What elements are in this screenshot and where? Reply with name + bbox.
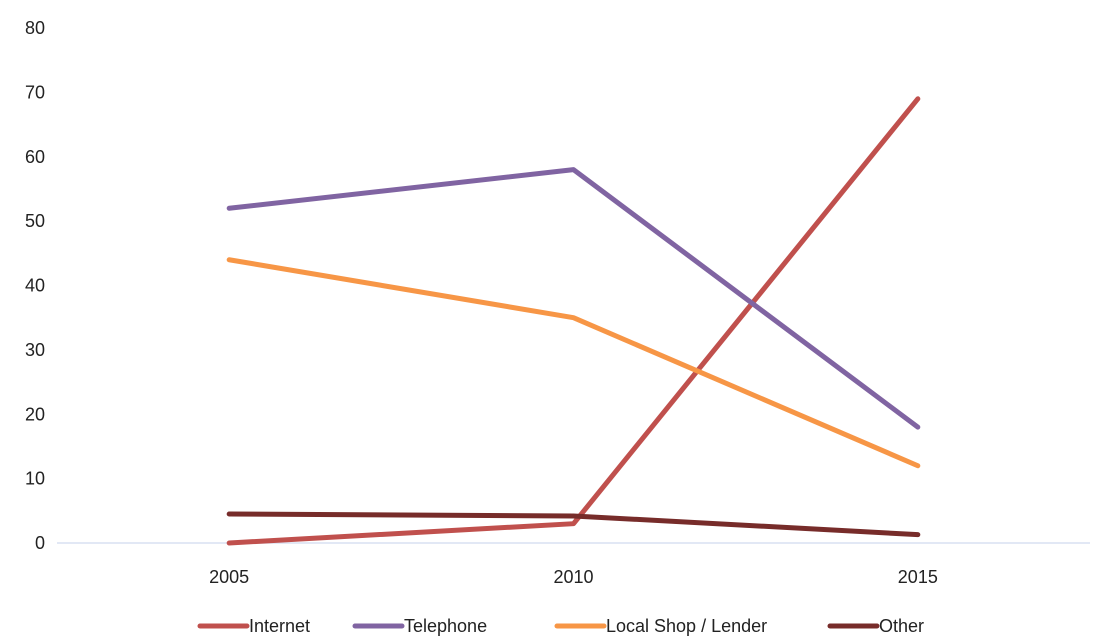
legend-label-local-shop-lender: Local Shop / Lender [606,616,767,636]
x-tick-label: 2010 [553,567,593,587]
y-axis-ticks: 0 10 20 30 40 50 60 70 80 [25,18,45,553]
series-lines [226,96,921,546]
x-tick-label: 2005 [209,567,249,587]
series-line-local-shop-lender [226,257,921,469]
y-tick-label: 80 [25,18,45,38]
legend-label-other: Other [879,616,924,636]
y-tick-label: 70 [25,82,45,102]
series-line-telephone [226,167,921,430]
y-tick-label: 30 [25,340,45,360]
x-tick-label: 2015 [898,567,938,587]
y-tick-label: 60 [25,147,45,167]
legend-label-internet: Internet [249,616,310,636]
y-tick-label: 50 [25,211,45,231]
legend-label-telephone: Telephone [404,616,487,636]
y-tick-label: 0 [35,533,45,553]
series-line-internet [226,96,921,546]
x-axis-ticks: 2005 2010 2015 [209,567,938,587]
y-tick-label: 20 [25,404,45,424]
y-tick-label: 10 [25,469,45,489]
legend: Internet Telephone Local Shop / Lender Othe… [197,616,924,636]
series-line-other [226,511,921,538]
y-tick-label: 40 [25,276,45,296]
